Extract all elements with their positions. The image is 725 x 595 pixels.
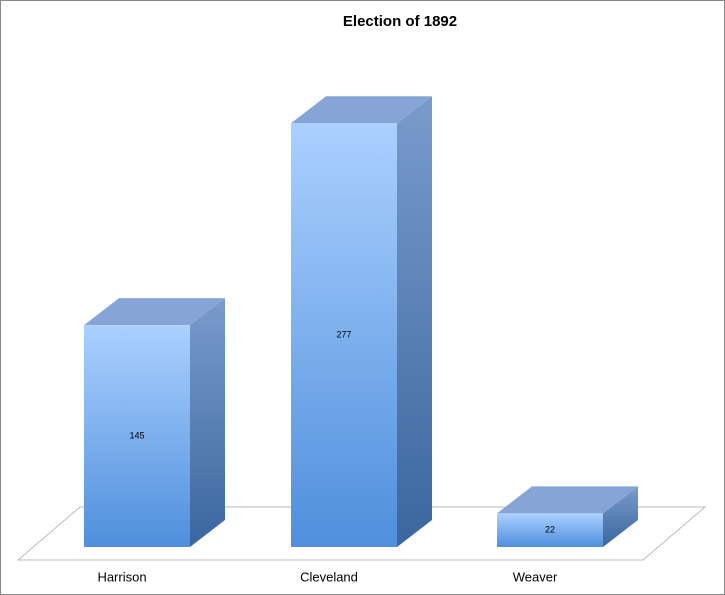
data-label: 22 <box>545 525 555 535</box>
bar-top <box>84 298 225 326</box>
bar <box>291 123 397 547</box>
data-label: 145 <box>129 430 144 440</box>
x-tick-label: Cleveland <box>300 569 358 584</box>
x-tick-label: Harrison <box>97 569 146 584</box>
bar-top <box>291 96 432 124</box>
bar-side <box>397 96 432 547</box>
bar-side <box>190 298 225 547</box>
data-label: 277 <box>336 329 351 339</box>
bar-side <box>603 486 638 547</box>
chart-title: Election of 1892 <box>343 13 457 30</box>
x-tick-label: Weaver <box>513 569 558 584</box>
bar <box>497 513 603 547</box>
bar <box>84 325 190 547</box>
bar-top <box>497 486 638 514</box>
